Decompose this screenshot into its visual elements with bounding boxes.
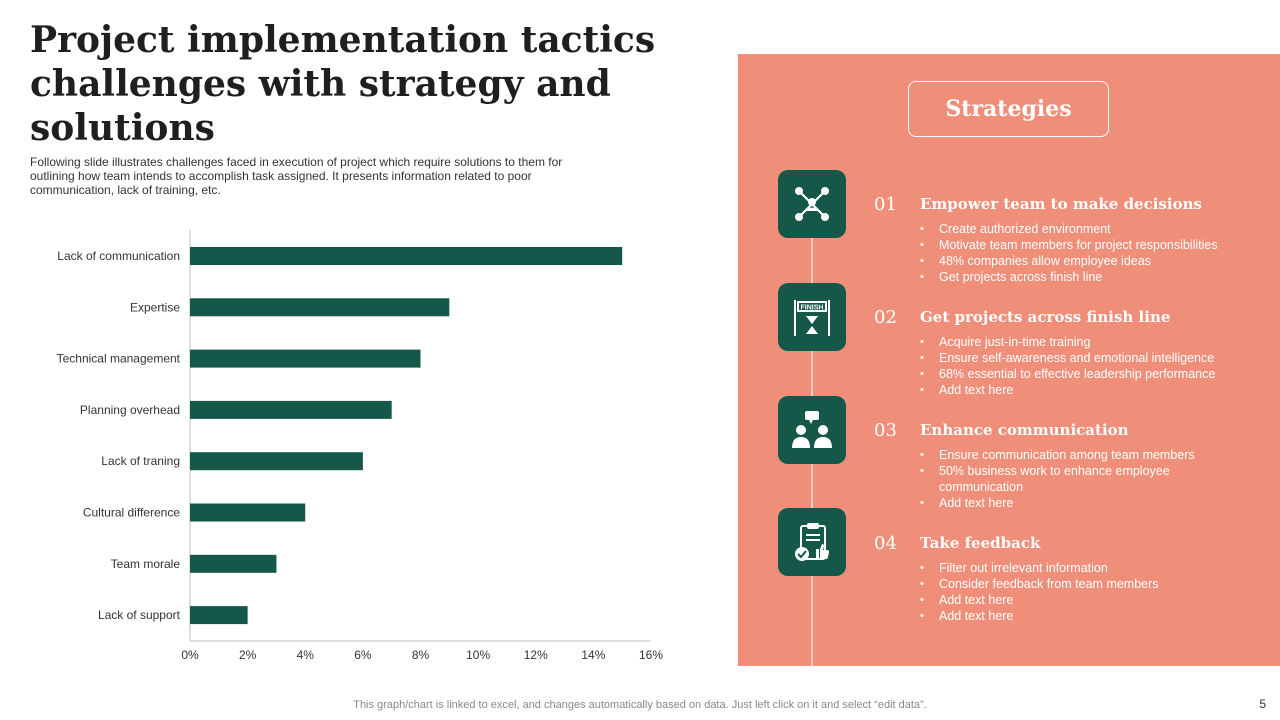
strategy-icon-box-4	[778, 508, 846, 576]
strategy-icon-box-3	[778, 396, 846, 464]
bullet-item: 50% business work to enhance employee co…	[920, 463, 1250, 495]
finish-icon-text: FINISH	[801, 305, 824, 312]
strategy-icon-box-2: FINISH	[778, 283, 846, 351]
category-label: Lack of support	[98, 608, 181, 622]
strategy-number-1: 01	[874, 194, 897, 215]
x-tick-label: 6%	[354, 648, 372, 662]
network-people-icon	[795, 187, 829, 221]
bar[interactable]	[190, 503, 306, 522]
strategy-bullets-4: Filter out irrelevant information Consid…	[920, 560, 1250, 624]
strategy-title-2: Get projects across finish line	[920, 308, 1171, 326]
bar[interactable]	[190, 554, 277, 573]
conversation-icon	[792, 411, 832, 448]
category-label: Expertise	[130, 300, 180, 314]
bar[interactable]	[190, 298, 450, 317]
strategy-bullets-3: Ensure communication among team members …	[920, 447, 1250, 511]
x-tick-label: 2%	[239, 648, 257, 662]
bullet-item: Add text here	[920, 382, 1250, 398]
strategies-heading: Strategies	[908, 81, 1109, 137]
bullet-item: Add text here	[920, 608, 1250, 624]
bar[interactable]	[190, 606, 248, 625]
x-tick-label: 0%	[181, 648, 199, 662]
category-label: Planning overhead	[80, 403, 180, 417]
strategy-title-3: Enhance communication	[920, 421, 1129, 439]
bar-chart[interactable]: Lack of communication Expertise Technical …	[0, 0, 700, 690]
strategy-icon-box-1	[778, 170, 846, 238]
strategy-title-1: Empower team to make decisions	[920, 195, 1202, 213]
bullet-item: Consider feedback from team members	[920, 576, 1250, 592]
x-tick-label: 10%	[466, 648, 490, 662]
strategy-bullets-1: Create authorized environment Motivate t…	[920, 221, 1250, 285]
strategy-bullets-2: Acquire just-in-time training Ensure sel…	[920, 334, 1250, 398]
bar[interactable]	[190, 349, 421, 368]
x-tick-label: 16%	[639, 648, 663, 662]
finish-line-icon: FINISH	[794, 300, 830, 336]
bullet-item: Create authorized environment	[920, 221, 1250, 237]
bullet-item: Motivate team members for project respon…	[920, 237, 1250, 253]
strategies-panel: Strategies 01 Empower team to make decis…	[738, 54, 1280, 666]
bullet-item: Add text here	[920, 495, 1250, 511]
feedback-clipboard-icon	[795, 523, 829, 561]
chart-footnote: This graph/chart is linked to excel, and…	[353, 699, 927, 711]
strategy-number-4: 04	[874, 533, 897, 554]
x-tick-label: 8%	[412, 648, 430, 662]
bar[interactable]	[190, 247, 623, 265]
slide-title: Project implementation tactics challenge…	[30, 19, 656, 149]
x-tick-label: 12%	[524, 648, 548, 662]
x-tick-label: 14%	[581, 648, 605, 662]
page-number: 5	[1259, 697, 1266, 711]
bullet-item: Filter out irrelevant information	[920, 560, 1250, 576]
bullet-item: Ensure communication among team members	[920, 447, 1250, 463]
bullet-item: Ensure self-awareness and emotional inte…	[920, 350, 1250, 366]
bullet-item: Acquire just-in-time training	[920, 334, 1250, 350]
category-label: Lack of traning	[101, 454, 180, 468]
strategy-number-2: 02	[874, 307, 897, 328]
category-label: Lack of communication	[57, 249, 180, 263]
x-tick-label: 4%	[297, 648, 315, 662]
slide-subtitle: Following slide illustrates challenges f…	[30, 155, 563, 197]
category-label: Team morale	[111, 557, 181, 571]
bar[interactable]	[190, 452, 363, 471]
bullet-item: Add text here	[920, 592, 1250, 608]
bar[interactable]	[190, 400, 392, 419]
bullet-item: 68% essential to effective leadership pe…	[920, 366, 1250, 382]
strategy-number-3: 03	[874, 420, 897, 441]
strategy-title-4: Take feedback	[920, 534, 1041, 552]
bullet-item: Get projects across finish line	[920, 269, 1250, 285]
category-label: Cultural difference	[83, 506, 180, 520]
category-label: Technical management	[57, 352, 181, 366]
bullet-item: 48% companies allow employee ideas	[920, 253, 1250, 269]
